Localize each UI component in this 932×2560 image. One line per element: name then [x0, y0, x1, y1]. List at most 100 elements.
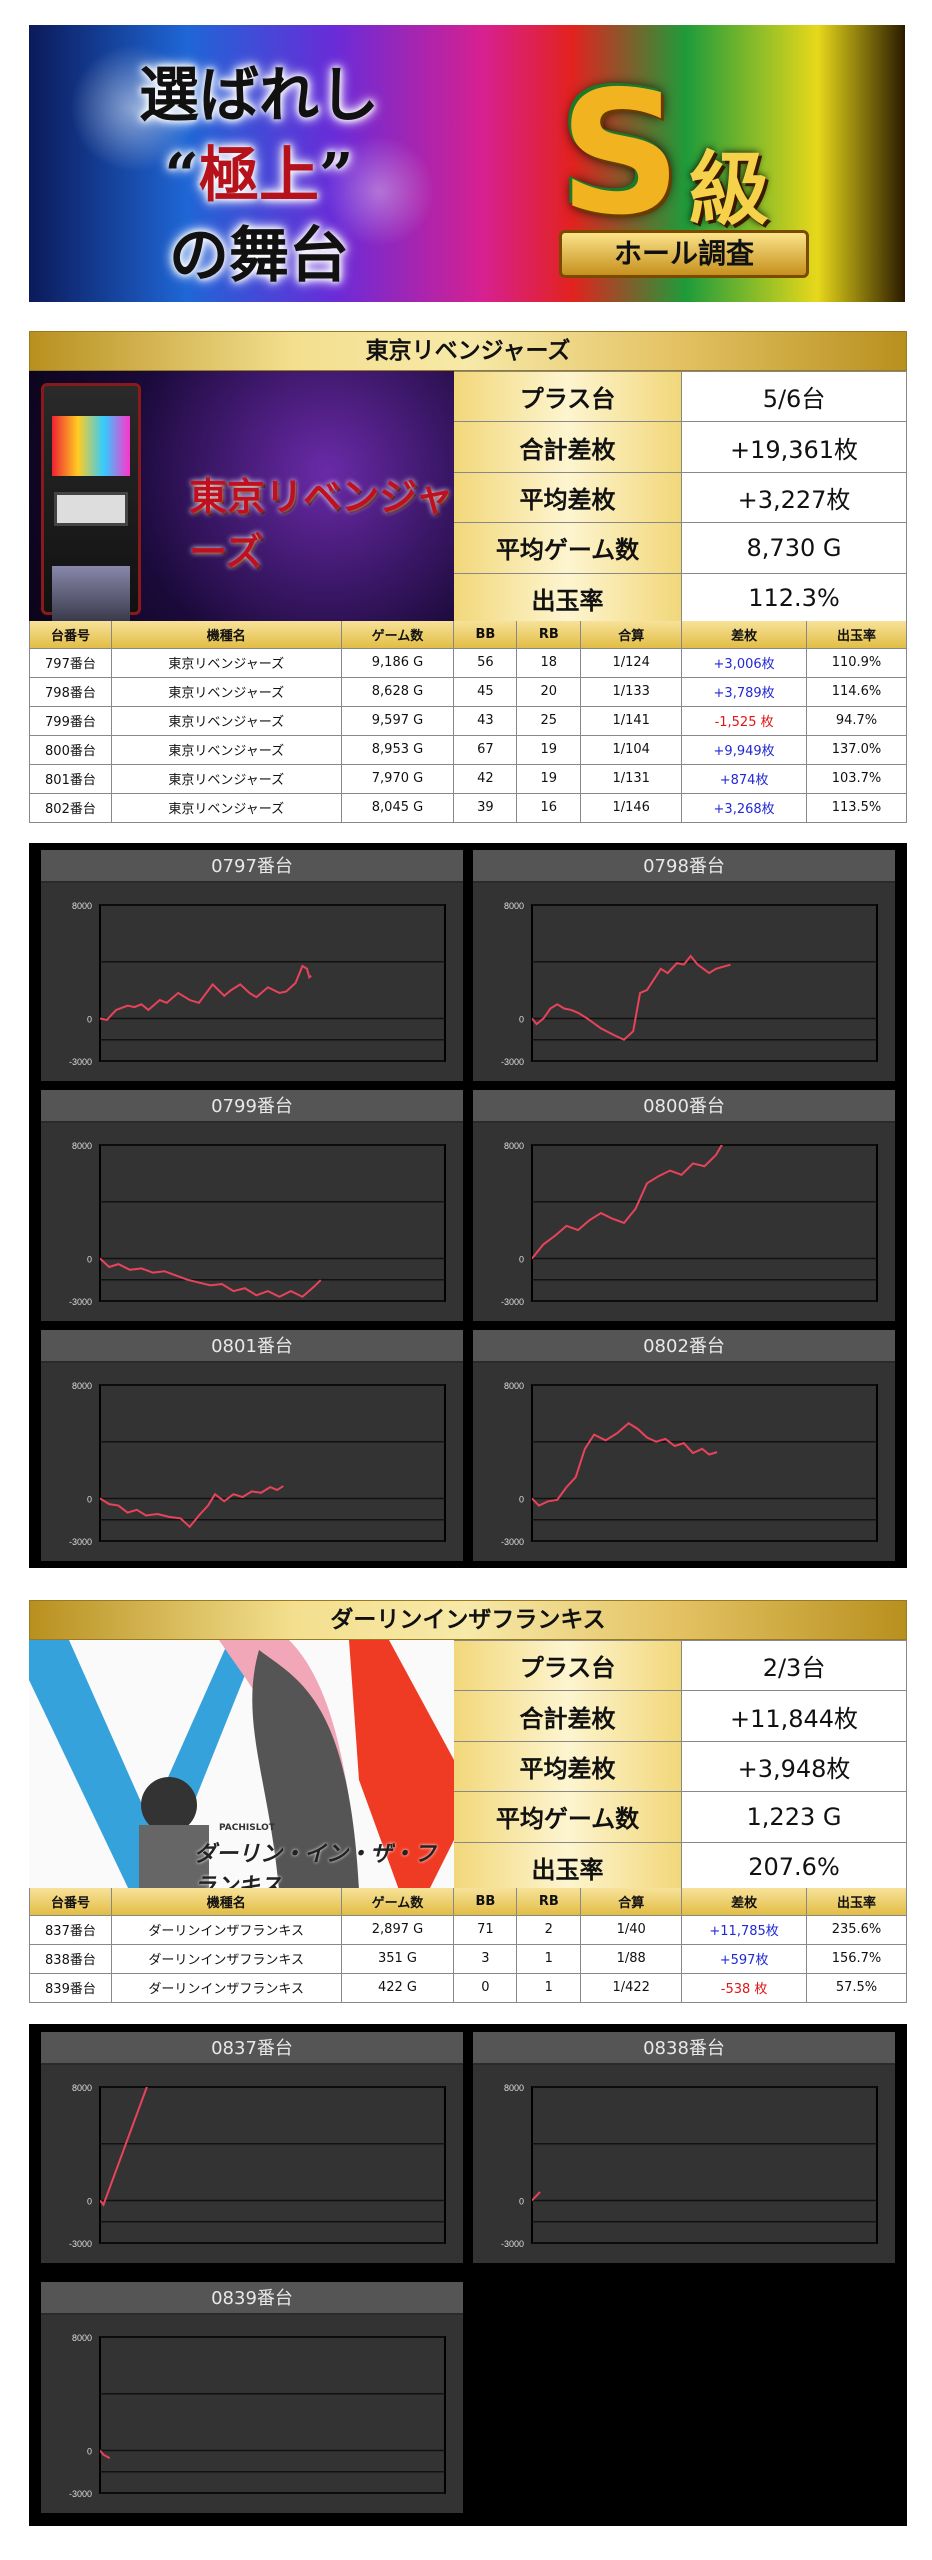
cell-games: 9,597 G [340, 705, 455, 736]
cell-bb: 42 [453, 763, 518, 794]
cell-no: 797番台 [29, 647, 112, 678]
cell-games: 351 G [340, 1943, 455, 1974]
cell-total: 1/141 [580, 705, 683, 736]
chart-title: 0799番台 [41, 1090, 463, 1123]
y-tick-label: -3000 [501, 1297, 524, 1307]
y-tick-label: 8000 [504, 901, 524, 911]
column-header: BB [453, 1888, 518, 1916]
y-tick-label: 8000 [72, 1141, 92, 1151]
y-tick-label: -3000 [69, 2239, 92, 2249]
column-header: ゲーム数 [340, 621, 455, 649]
stat-value: 2/3台 [682, 1641, 907, 1691]
series-line [532, 1422, 718, 1507]
chart-title: 0798番台 [473, 850, 895, 883]
cell-no: 837番台 [29, 1914, 112, 1945]
badge-kanji: 級 [689, 143, 769, 236]
stat-row: 平均差枚 +3,227枚 [454, 472, 907, 524]
stat-value: 1,223 G [682, 1792, 907, 1842]
y-tick-label: 0 [87, 1494, 92, 1504]
cell-bb: 39 [453, 792, 518, 823]
plot-area [531, 904, 878, 1062]
machine-table: 台番号 機種名 ゲーム数 BB RB 合算 差枚 出玉率 837番台 ダーリンインザフランキス 2,… [29, 1888, 907, 2003]
cell-name: 東京リベンジャーズ [110, 763, 342, 794]
cell-bb: 56 [453, 647, 518, 678]
table-row: 837番台 ダーリンインザフランキス 2,897 G 71 2 1/40 +11,785枚 2… [29, 1914, 907, 1945]
cell-bb: 45 [453, 676, 518, 707]
cell-games: 9,186 G [340, 647, 455, 678]
cell-diff: -538 枚 [681, 1972, 808, 2003]
cell-name: ダーリンインザフランキス [110, 1972, 342, 2003]
stat-label: プラス台 [454, 1641, 682, 1691]
cell-diff: +3,268枚 [681, 792, 808, 823]
game-logo: ダーリン・イン・ザ・フランキス [194, 1842, 437, 1892]
summary-stats: プラス台 5/6台 合計差枚 +19,361枚 平均差枚 +3,227枚 平均ゲ… [454, 371, 907, 624]
cell-total: 1/104 [580, 734, 683, 765]
cell-total: 1/131 [580, 763, 683, 794]
table-row: 801番台 東京リベンジャーズ 7,970 G 42 19 1/131 +874枚 103.7… [29, 763, 907, 794]
stat-row: 平均ゲーム数 1,223 G [454, 1792, 907, 1843]
line-chart: 8000 0 -3000 [69, 1381, 446, 1547]
cell-total: 1/133 [580, 676, 683, 707]
quote-close: ” [319, 141, 354, 211]
chart-panel: 0800番台 8000 0 -3000 [473, 1090, 895, 1321]
series-line [100, 964, 312, 1021]
cell-no: 798番台 [29, 676, 112, 707]
banner-highlight: 極上 [199, 141, 319, 211]
column-header: 台番号 [29, 621, 112, 649]
cell-total: 1/88 [580, 1943, 683, 1974]
column-header: 出玉率 [806, 621, 907, 649]
y-tick-label: 8000 [72, 1381, 92, 1391]
table-header-row: 台番号 機種名 ゲーム数 BB RB 合算 差枚 出玉率 [29, 1888, 907, 1916]
plot-area [99, 904, 446, 1062]
series-line [532, 1145, 723, 1260]
stat-row: 出玉率 112.3% [454, 573, 907, 624]
cell-rb: 1 [516, 1943, 582, 1974]
cell-rb: 2 [516, 1914, 582, 1945]
chart-panel: 0837番台 8000 0 -3000 [41, 2032, 463, 2263]
stat-value: +3,227枚 [682, 472, 907, 523]
y-tick-label: -3000 [69, 1057, 92, 1067]
column-header: 機種名 [110, 621, 342, 649]
cell-rb: 19 [516, 734, 582, 765]
table-row: 797番台 東京リベンジャーズ 9,186 G 56 18 1/124 +3,006枚 110… [29, 647, 907, 678]
cell-no: 799番台 [29, 705, 112, 736]
quote-open: “ [164, 141, 199, 211]
stat-value: +19,361枚 [682, 422, 907, 472]
table-row: 839番台 ダーリンインザフランキス 422 G 0 1 1/422 -538 枚 57.5% [29, 1972, 907, 2003]
cell-no: 839番台 [29, 1972, 112, 2003]
series-line [100, 1485, 284, 1529]
y-tick-label: 0 [87, 1254, 92, 1264]
machine-image-darling: PACHISLOT ダーリン・イン・ザ・フランキス [29, 1640, 454, 1892]
chart-grid: 0797番台 8000 0 -3000 0798番台 8000 0 -3000 0799番台 80… [29, 843, 907, 1568]
cell-bb: 67 [453, 734, 518, 765]
chart-title: 0801番台 [41, 1330, 463, 1363]
stat-label: 出玉率 [454, 573, 682, 623]
cell-rate: 235.6% [806, 1914, 907, 1945]
chart-title: 0800番台 [473, 1090, 895, 1123]
chart-grid: 0837番台 8000 0 -3000 0838番台 8000 0 -3000 0839番台 80… [29, 2024, 907, 2526]
plot-area [531, 2086, 878, 2244]
cell-games: 422 G [340, 1972, 455, 2003]
cell-games: 7,970 G [340, 763, 455, 794]
cell-diff: +597枚 [681, 1943, 808, 1974]
cell-name: 東京リベンジャーズ [110, 705, 342, 736]
chart-panel: 0838番台 8000 0 -3000 [473, 2032, 895, 2263]
cell-rb: 20 [516, 676, 582, 707]
stat-row: プラス台 5/6台 [454, 372, 907, 423]
cell-diff: +11,785枚 [681, 1914, 808, 1945]
cell-rb: 18 [516, 647, 582, 678]
cell-name: 東京リベンジャーズ [110, 792, 342, 823]
darling-key-art [29, 1640, 454, 1890]
machine-table: 台番号 機種名 ゲーム数 BB RB 合算 差枚 出玉率 797番台 東京リベンジャーズ 9,186… [29, 621, 907, 823]
cell-name: 東京リベンジャーズ [110, 647, 342, 678]
cell-diff: +3,006枚 [681, 647, 808, 678]
y-tick-label: 0 [87, 2196, 92, 2206]
line-chart: 8000 0 -3000 [501, 2083, 878, 2249]
banner-line-2: “極上” [29, 127, 489, 214]
y-tick-label: 0 [519, 2196, 524, 2206]
column-header: 合算 [580, 621, 683, 649]
line-chart: 8000 0 -3000 [69, 2083, 446, 2249]
stat-label: 平均ゲーム数 [454, 1792, 682, 1842]
series-line [532, 2191, 541, 2202]
plot-area [99, 1384, 446, 1542]
